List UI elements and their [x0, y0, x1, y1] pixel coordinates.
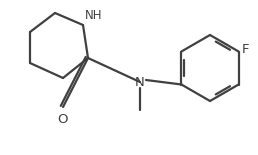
Text: F: F: [241, 43, 249, 56]
Text: NH: NH: [85, 9, 102, 22]
Text: O: O: [57, 113, 67, 126]
Text: N: N: [135, 75, 145, 89]
